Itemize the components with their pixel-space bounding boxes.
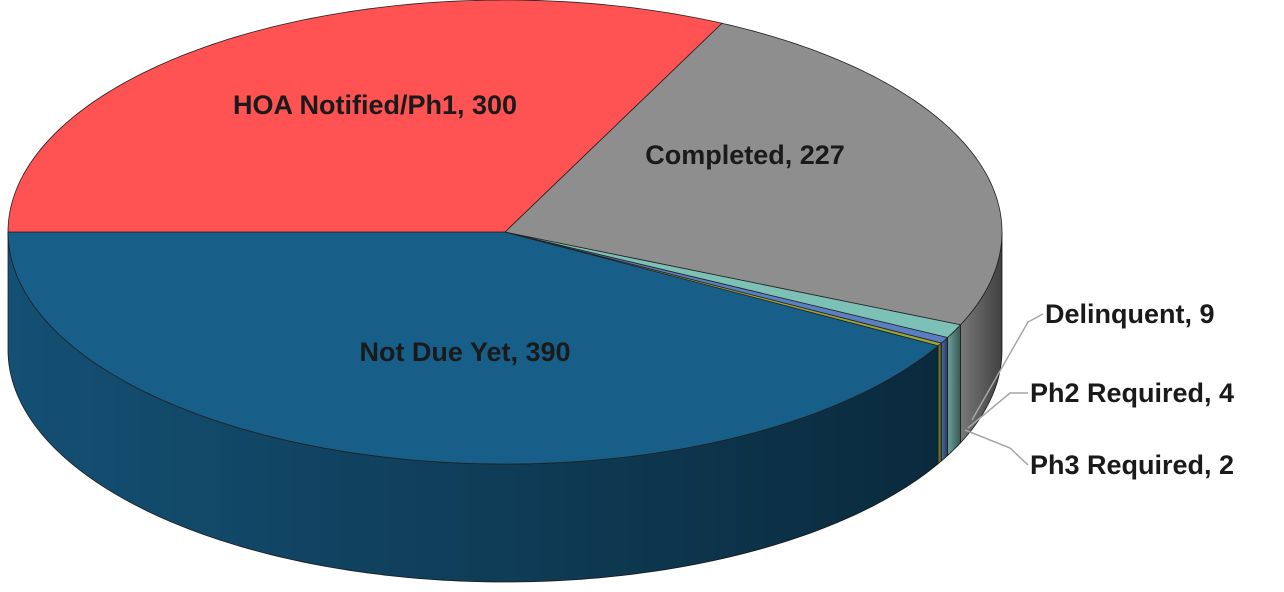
data-label: Not Due Yet, 390 <box>359 337 571 367</box>
slice-side-shade <box>960 232 1002 443</box>
leader-line <box>967 392 1028 429</box>
data-label: Ph3 Required, 2 <box>1030 450 1235 480</box>
data-label: Delinquent, 9 <box>1045 299 1215 329</box>
data-label: HOA Notified/Ph1, 300 <box>232 90 518 120</box>
data-label: Ph2 Required, 4 <box>1030 378 1235 408</box>
slice-side-shade <box>938 343 942 464</box>
slice-side-shade <box>947 324 961 456</box>
slice <box>7 231 940 465</box>
leader-line <box>964 429 1029 466</box>
data-label: Completed, 227 <box>645 140 845 170</box>
leader-line <box>971 313 1044 421</box>
slice-side-shade <box>8 232 939 582</box>
slice <box>504 22 1003 326</box>
slice-side-shade <box>941 337 948 461</box>
slice <box>7 0 723 233</box>
